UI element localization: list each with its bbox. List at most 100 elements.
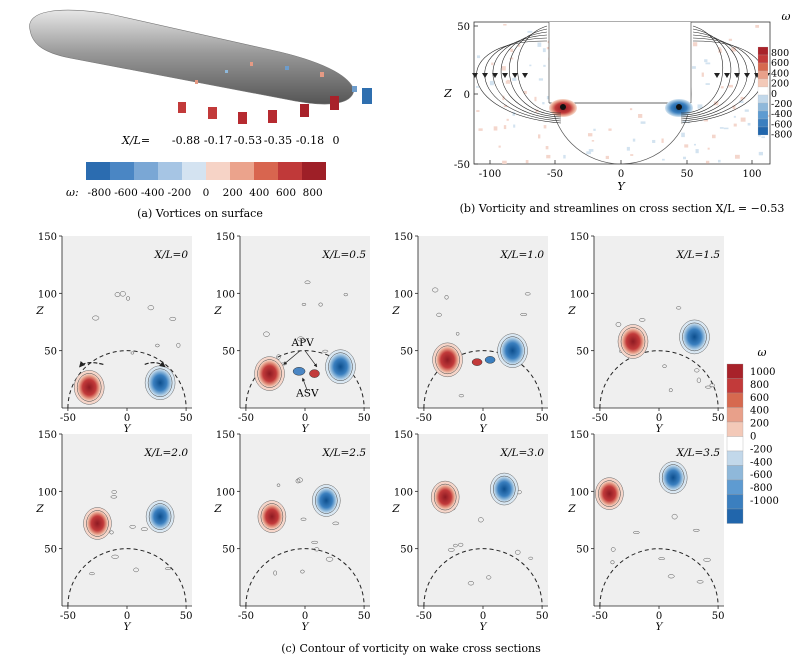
colorbar-c-tick: -200 [750,444,772,455]
subplot-xtick-label: 0 [480,413,486,424]
subplot-ytick-label: 150 [394,430,413,441]
noise-contour [696,580,704,584]
colorbar-b-cell [757,46,769,56]
colorbar-b-cell [757,118,769,128]
noise-contour [89,572,95,576]
noise-patch [502,95,505,101]
noise-patch [529,64,532,67]
xl-value: -0.53 [234,134,262,147]
noise-contour [147,305,155,311]
noise-patch [723,127,729,130]
noise-contour [696,377,702,384]
subplot-xlabel: Y [480,621,488,633]
noise-contour [325,556,334,562]
colorbar-a-cell [158,162,182,180]
streamline-left [500,31,562,118]
vortex-negative [328,352,353,381]
noise-patch [682,120,688,123]
noise-patch [478,128,483,131]
xl-values: -0.88 -0.17 -0.53 -0.35 -0.18 0 [172,134,340,147]
noise-patch [476,110,480,112]
noise-patch [684,144,689,148]
noise-patch [542,102,545,105]
colorbar-b-tick: 600 [771,58,789,69]
hull-dashed-outline [423,350,543,409]
noise-contour [155,343,160,348]
noise-contour [668,388,673,393]
noise-contour [126,296,130,301]
plot-b-xtick-label: 100 [742,169,761,180]
wake-subplot: X/L=1.0 -50 0 50 150 100 50 Y Z [391,232,548,435]
noise-patch [498,145,501,148]
noise-patch [744,109,749,112]
subplot-ytick-label: 150 [570,430,589,441]
subplot-ylabel: Z [391,305,400,317]
plot-b-ytick-label: 50 [457,22,470,33]
noise-patch [509,57,514,60]
secondary-blob [471,358,483,366]
noise-patch [758,134,761,137]
subplot-ytick-label: 100 [570,289,589,300]
noise-patch [587,133,593,137]
subplot-xtick-label: -50 [416,413,432,424]
subplot-xtick-label: 0 [656,611,662,622]
hull-dashed-outline [423,548,543,607]
noise-patch [505,80,511,84]
surface-vortices [178,62,372,124]
colorbar-b-cell [757,110,769,120]
colorbar-c-title: ω [758,346,767,359]
colorbar-c-cell [726,450,744,466]
section-label: X/L=0.5 [322,249,367,261]
noise-contour [486,575,492,580]
subplot-ytick-label: 150 [570,232,589,243]
hull-sides [548,22,692,103]
colorbar-c-tick: 600 [750,393,769,404]
noise-patch [518,44,521,47]
streamline-arrow [734,73,740,78]
noise-patch [476,86,479,88]
subplot-xtick-label: 0 [124,413,130,424]
noise-contour [129,524,136,529]
migration-arrow-right [144,361,166,368]
noise-contour [633,531,640,534]
colorbar-a-cell [86,162,110,180]
noise-patch [705,160,710,164]
subplot-xtick-label: 50 [536,413,549,424]
subplot-xtick-label: -50 [592,611,608,622]
colorbar-b-tick: 0 [771,89,777,100]
subplot-xtick-label: 0 [480,611,486,622]
vortex-negative [661,464,685,491]
noise-contour [295,478,301,484]
colorbar-b-cell [757,86,769,96]
colorbar-a-label: ω: [66,186,79,199]
subplot-xlabel: Y [302,423,310,435]
section-label: X/L=3.0 [500,447,545,459]
noise-patch [741,97,746,100]
subplot-ytick-label: 100 [38,487,57,498]
subplot-xtick-label: 50 [712,611,725,622]
noise-contour [520,313,528,316]
subplot-ytick-label: 50 [400,347,413,358]
noise-patch [739,100,744,104]
noise-patch [523,90,527,94]
wake-subplot: X/L=3.5 -50 0 50 150 100 50 Y Z [567,430,724,633]
noise-contour [467,581,475,586]
xl-value: -0.88 [172,134,200,147]
noise-contour [165,567,172,570]
hull-body [29,9,355,105]
noise-patch [512,111,516,116]
noise-patch [705,62,711,65]
noise-patch [683,156,687,160]
vortex-negative [148,503,172,530]
noise-contour [658,557,666,560]
noise-patch [491,62,494,66]
noise-patch [512,77,517,81]
subplot-ytick-label: 150 [394,232,413,243]
noise-patch [661,158,665,161]
noise-contour [610,560,615,565]
asv-pointer [302,377,308,391]
plot-b-xtick-label: -50 [547,169,563,180]
noise-contour [119,291,126,297]
vortex-positive [76,373,102,402]
